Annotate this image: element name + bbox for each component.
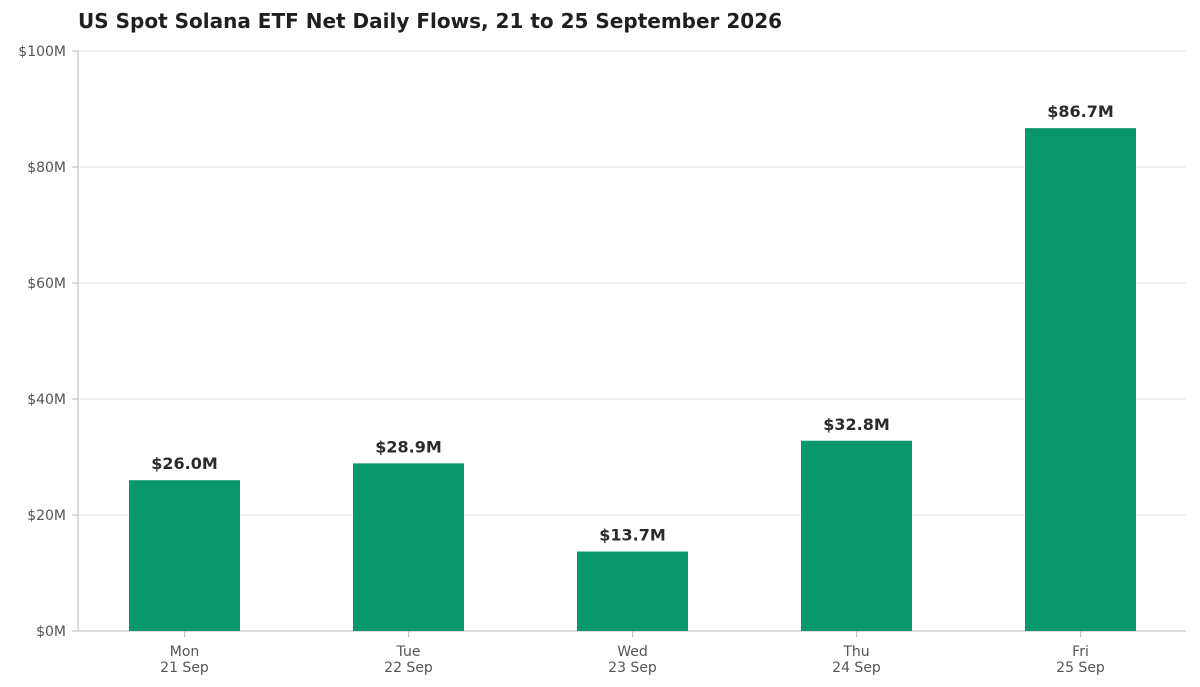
bar-fri [1025, 128, 1136, 631]
y-tick-label: $0M [36, 624, 66, 640]
bar-value-label: $86.7M [1047, 102, 1114, 121]
x-tick-label-date: 24 Sep [832, 660, 881, 676]
y-tick-label: $40M [27, 392, 66, 408]
bar-thu [801, 440, 912, 631]
bar-mon [129, 480, 240, 631]
chart-title: US Spot Solana ETF Net Daily Flows, 21 t… [78, 9, 782, 33]
labels: $26.0M $28.9M $13.7M $32.8M $86.7M [151, 102, 1114, 544]
x-tick-label-day: Mon [170, 644, 200, 660]
x-tick-label-day: Tue [396, 644, 421, 660]
y-tick-label: $100M [18, 44, 66, 60]
x-tick-label-date: 25 Sep [1056, 660, 1105, 676]
bar-value-label: $32.8M [823, 415, 890, 434]
y-tick-label: $60M [27, 276, 66, 292]
bars [129, 128, 1136, 631]
x-tick-label-day: Fri [1072, 644, 1089, 660]
x-tick-label-day: Wed [617, 644, 648, 660]
y-tick-label: $80M [27, 160, 66, 176]
bar-wed [577, 551, 688, 631]
x-tick-label-date: 22 Sep [384, 660, 433, 676]
x-tick-label-day: Thu [842, 644, 869, 660]
bar-tue [353, 463, 464, 631]
bar-value-label: $26.0M [151, 454, 218, 473]
grid-lines [78, 50, 1186, 516]
bar-value-label: $13.7M [599, 526, 666, 545]
bar-value-label: $28.9M [375, 437, 442, 456]
x-tick-label-date: 21 Sep [160, 660, 209, 676]
x-tick-label-date: 23 Sep [608, 660, 657, 676]
y-tick-label: $20M [27, 508, 66, 524]
